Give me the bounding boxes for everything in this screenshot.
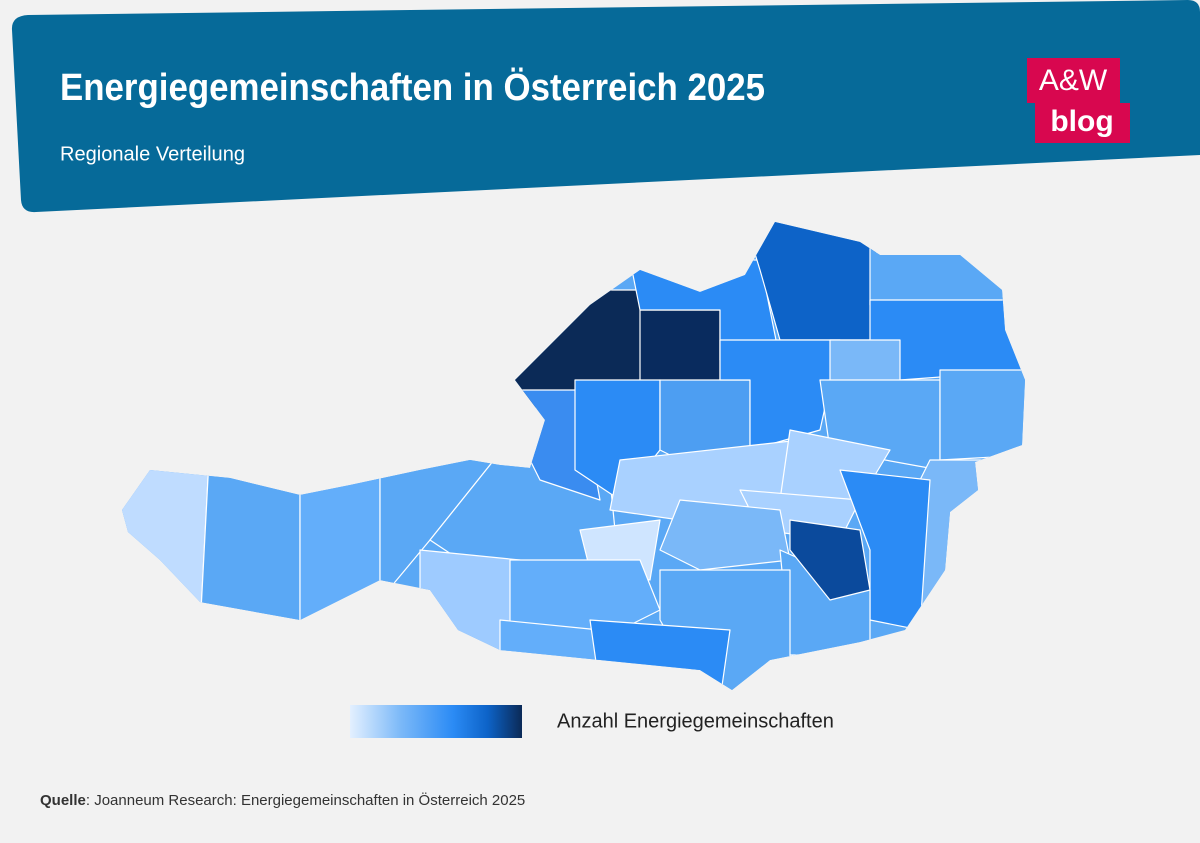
- region: [199, 439, 301, 641]
- source-label: Quelle: [40, 792, 86, 809]
- region: [122, 439, 211, 631]
- region: [659, 499, 791, 571]
- region: [939, 369, 1025, 461]
- region: [499, 619, 601, 690]
- logo-box: [1027, 58, 1120, 103]
- logo-text: A&W: [1039, 64, 1108, 97]
- logo-text: blog: [1050, 105, 1113, 138]
- subtitle: Regionale Verteilung: [60, 143, 245, 165]
- logo-box: [1035, 103, 1130, 143]
- region: [299, 439, 381, 641]
- region: [589, 619, 731, 690]
- logo: A&W blog: [1027, 58, 1130, 143]
- region: [839, 469, 931, 631]
- region: [869, 224, 1016, 306]
- legend-label: Anzahl Energiegemeinschaften: [557, 710, 834, 732]
- region: [789, 519, 871, 601]
- legend-scale: [350, 705, 522, 738]
- source: Quelle: Joanneum Research: Energiegemein…: [40, 791, 525, 809]
- source-text: : Joanneum Research: Energiegemeinschaft…: [86, 791, 525, 809]
- legend: Anzahl Energiegemeinschaften: [350, 705, 834, 738]
- map: [122, 222, 1025, 690]
- title: Energiegemeinschaften in Österreich 2025: [60, 66, 765, 109]
- header-band: [11, 0, 1200, 213]
